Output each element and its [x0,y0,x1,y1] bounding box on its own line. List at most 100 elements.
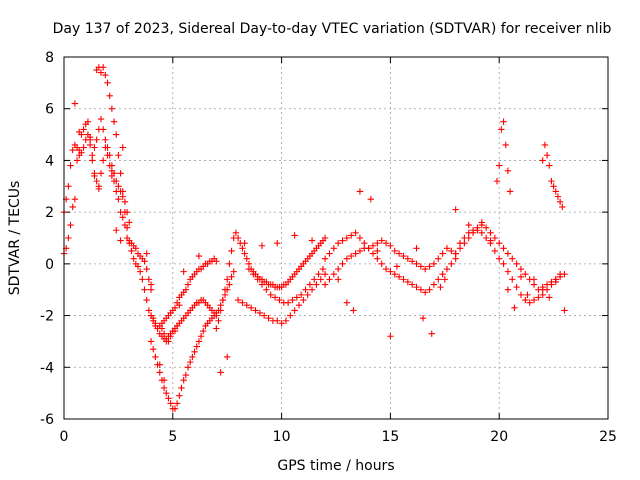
data-point [263,286,270,293]
data-point [256,309,264,317]
data-point [437,283,444,291]
data-point [130,255,137,262]
data-point [93,136,100,143]
data-point [217,307,224,314]
data-point [482,234,490,242]
data-point [282,317,290,324]
series-track-o [493,118,514,195]
data-point [561,307,568,314]
data-point [278,320,285,327]
data-point [200,327,207,335]
data-point [97,115,105,123]
data-point [106,92,113,99]
data-point [241,250,248,257]
data-point [559,203,566,211]
data-point [165,395,172,402]
data-point [356,247,364,255]
data-point [500,245,507,252]
data-point [102,144,109,151]
data-point [141,258,148,265]
data-point [247,304,255,312]
data-point [443,245,451,252]
data-point [465,221,472,229]
x-axis-label: GPS time / hours [277,458,394,474]
data-point [448,260,455,268]
data-point [239,245,246,252]
series-track-j [245,265,327,306]
data-point [217,369,224,376]
x-tick-label: 0 [60,429,69,445]
data-point [271,294,279,301]
data-point [374,247,381,255]
series-track-c [93,64,181,345]
data-point [232,229,240,237]
data-point [413,260,420,268]
data-point [197,333,205,340]
data-point [113,188,120,195]
data-point [89,157,96,164]
data-point [517,265,525,273]
data-point [274,239,281,247]
data-point [304,291,311,299]
data-point [526,299,533,306]
data-point [356,234,364,242]
data-point [241,239,248,247]
y-tick-label: 8 [45,50,54,66]
data-point [550,183,557,190]
series-track-p [539,141,566,211]
x-tick-label: 10 [273,429,291,445]
data-point [400,252,407,260]
data-point [108,167,116,174]
data-point [180,268,187,275]
data-point [128,247,135,255]
x-tick-label: 25 [599,429,617,445]
data-point [284,299,292,306]
data-point [245,265,253,273]
data-point [254,276,261,283]
data-point [326,276,333,283]
data-point [76,128,83,136]
data-point [334,265,342,273]
data-point [173,400,181,407]
data-point [367,196,375,203]
data-point [343,299,351,306]
data-point [554,193,562,200]
data-point [93,177,100,185]
data-point [435,255,442,262]
series-track-a [60,115,133,226]
data-point [311,276,318,283]
data-point [147,281,155,288]
data-point [308,286,316,293]
data-point [228,273,235,280]
data-point [441,276,448,283]
data-point [504,167,512,174]
data-point [352,250,359,257]
data-point [439,250,446,257]
data-point [498,126,505,133]
data-point [139,276,146,283]
data-point [539,157,546,164]
data-point [145,307,153,314]
data-point [71,196,79,203]
data-point [243,302,250,309]
data-point [113,227,120,234]
data-point [461,234,468,242]
data-point [500,260,507,268]
data-point [91,144,98,151]
data-point [250,271,257,278]
data-point [289,296,296,304]
data-point [160,384,168,392]
data-point [234,234,242,242]
data-point [226,281,233,288]
data-point [428,330,435,337]
data-point [224,276,231,283]
data-point [524,291,531,299]
data-point [548,177,555,185]
data-point [115,152,122,159]
data-point [404,278,412,286]
data-point [478,219,485,226]
data-point [171,304,179,312]
y-tick-label: -2 [40,309,54,325]
data-point [276,296,283,304]
